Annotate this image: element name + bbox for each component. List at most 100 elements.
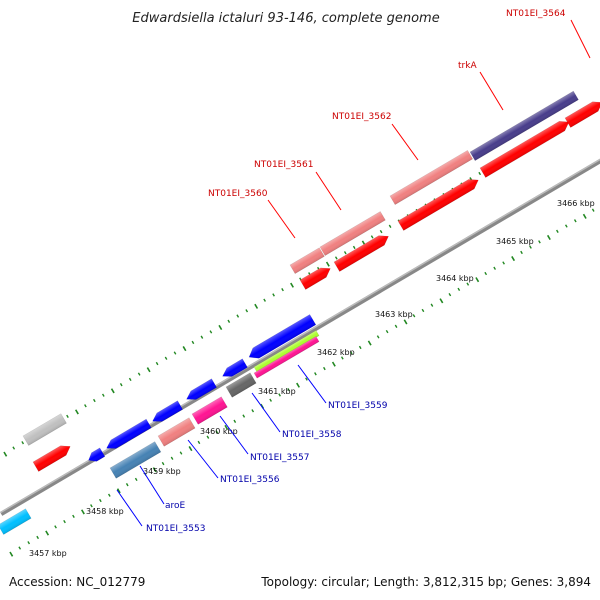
minor-tick [457, 287, 461, 292]
minor-tick [314, 372, 317, 376]
kbp-label: 3465 kbp [496, 237, 534, 246]
minor-tick [448, 293, 452, 297]
gene-label-nt01ei-3559[interactable]: NT01EI_3559 [328, 401, 388, 411]
minor-tick [263, 298, 266, 302]
gene-block-blue-4[interactable] [184, 378, 217, 404]
minor-tick [206, 435, 210, 439]
major-tick [74, 409, 79, 415]
major-tick [475, 277, 480, 283]
minor-tick [36, 535, 40, 540]
gene-block-red-2[interactable] [333, 232, 391, 272]
kbp-label: 3457 kbp [29, 549, 67, 558]
gene-label-aroe[interactable]: aroE [165, 501, 186, 511]
gene-label-nt01ei-3557[interactable]: NT01EI_3557 [250, 453, 309, 463]
gene-block-blue-2[interactable] [104, 418, 152, 452]
gene-label-nt01ei-3556[interactable]: NT01EI_3556 [220, 475, 280, 485]
gene-block-lime[interactable] [253, 330, 320, 373]
minor-tick [478, 171, 482, 176]
minor-tick [236, 314, 240, 318]
gene-block-pink-2[interactable] [319, 211, 386, 256]
minor-tick [164, 356, 168, 360]
minor-tick [93, 398, 96, 403]
minor-tick [358, 345, 362, 350]
gene-label-nt01ei-3561[interactable]: NT01EI_3561 [254, 160, 313, 170]
gene-block-red-5[interactable] [564, 98, 600, 128]
kbp-label: 3464 kbp [436, 274, 474, 283]
gene-label-nt01ei-3560[interactable]: NT01EI_3560 [208, 189, 268, 199]
gene-block-gray[interactable] [22, 413, 67, 446]
minor-tick [155, 361, 159, 366]
gene-label-nt01ei-3553[interactable]: NT01EI_3553 [146, 524, 205, 534]
minor-tick [388, 224, 392, 228]
minor-tick [287, 388, 290, 392]
major-tick [9, 551, 14, 557]
gene-block-steel[interactable] [109, 441, 162, 479]
gene-label-nt01ei-3564[interactable]: NT01EI_3564 [506, 9, 566, 19]
kbp-label: 3460 kbp [200, 427, 238, 436]
gene-block-magenta-1[interactable] [191, 396, 228, 425]
gene-block-red-3[interactable] [397, 175, 481, 231]
minor-tick [245, 309, 249, 313]
minor-tick [278, 393, 281, 397]
minor-tick [556, 229, 559, 233]
gene-block-pink-1[interactable] [289, 247, 325, 274]
gene-block-red-left[interactable] [32, 442, 73, 472]
gene-block-blue-6[interactable] [246, 314, 317, 362]
minor-tick [564, 224, 568, 228]
major-tick [218, 324, 223, 331]
minor-tick [227, 319, 231, 323]
map-title: Edwardsiella ictaluri 93-146, complete g… [132, 11, 439, 26]
major-tick [224, 424, 229, 431]
major-tick [254, 303, 259, 309]
minor-tick [502, 261, 505, 265]
minor-tick [107, 493, 111, 497]
gene-label-trka[interactable]: trkA [458, 61, 477, 71]
gene-block-blue-3[interactable] [150, 400, 183, 426]
gene-block-darkgray[interactable] [225, 372, 257, 398]
gene-block-blue-1[interactable] [86, 447, 106, 465]
minor-tick [305, 377, 308, 381]
gene-block-red-4[interactable] [479, 117, 572, 178]
gene-block-cyan[interactable] [0, 508, 32, 535]
minor-tick [119, 383, 123, 387]
gene-block-blue-5[interactable] [220, 358, 248, 381]
minor-tick [54, 525, 57, 529]
major-tick [80, 509, 85, 515]
gene-block-pink-3[interactable] [389, 149, 473, 205]
minor-tick [334, 256, 338, 260]
minor-tick [125, 483, 129, 487]
minor-tick [99, 498, 102, 503]
major-tick [582, 213, 587, 219]
major-tick [182, 346, 187, 352]
gene-block-purple[interactable] [469, 90, 579, 161]
gene-label-nt01ei-3558[interactable]: NT01EI_3558 [282, 430, 342, 440]
minor-tick [394, 324, 398, 328]
minor-tick [349, 351, 353, 355]
minor-tick [128, 377, 132, 382]
minor-tick [412, 314, 416, 318]
major-tick [403, 319, 408, 325]
major-tick [325, 261, 330, 267]
major-tick [296, 382, 300, 388]
major-tick [110, 388, 115, 394]
minor-tick [90, 504, 93, 508]
accession-text: Accession: NC_012779 [9, 575, 145, 589]
minor-tick [323, 366, 326, 371]
gene-label-nt01ei-3562[interactable]: NT01EI_3562 [332, 112, 391, 122]
minor-tick [101, 393, 105, 397]
minor-tick [27, 541, 31, 545]
gene-block-red-1[interactable] [299, 264, 333, 290]
gene-labels: NT01EI_3564 trkA NT01EI_3562 NT01EI_3561… [116, 9, 591, 534]
major-tick [546, 234, 551, 241]
minor-tick [66, 414, 69, 418]
minor-tick [63, 519, 66, 524]
minor-tick [137, 372, 141, 376]
major-tick [331, 361, 336, 367]
minor-tick [170, 456, 174, 460]
minor-tick [233, 419, 237, 423]
minor-tick [200, 335, 204, 339]
minor-tick [84, 404, 87, 408]
gene-block-pink-low[interactable] [157, 417, 196, 447]
gene-block-magenta-2[interactable] [253, 336, 320, 379]
